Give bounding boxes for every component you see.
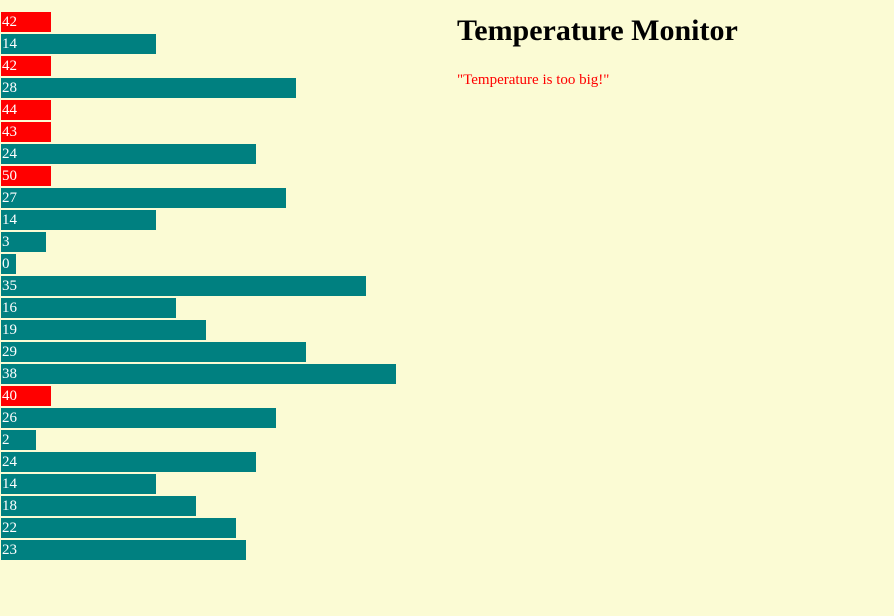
- bar-value-label: 14: [2, 476, 17, 492]
- temperature-warning: "Temperature is too big!": [457, 72, 610, 88]
- bar-19: 2: [1, 430, 36, 450]
- bar-value-label: 40: [2, 388, 17, 404]
- bar-value-label: 3: [2, 234, 10, 250]
- bar-0: 42: [1, 12, 51, 32]
- bar-24: 23: [1, 540, 246, 560]
- bar-value-label: 18: [2, 498, 17, 514]
- bar-value-label: 14: [2, 212, 17, 228]
- bar-value-label: 38: [2, 366, 17, 382]
- bar-value-label: 16: [2, 300, 17, 316]
- bar-11: 0: [1, 254, 16, 274]
- bar-value-label: 2: [2, 432, 10, 448]
- bar-value-label: 35: [2, 278, 17, 294]
- bar-15: 29: [1, 342, 306, 362]
- bar-17: 40: [1, 386, 51, 406]
- bar-value-label: 24: [2, 146, 17, 162]
- bar-6: 24: [1, 144, 256, 164]
- bar-value-label: 22: [2, 520, 17, 536]
- bar-value-label: 27: [2, 190, 17, 206]
- bar-value-label: 23: [2, 542, 17, 558]
- bar-7: 50: [1, 166, 51, 186]
- bar-value-label: 43: [2, 124, 17, 140]
- bar-18: 26: [1, 408, 276, 428]
- bar-value-label: 19: [2, 322, 17, 338]
- bar-3: 28: [1, 78, 296, 98]
- bar-value-label: 0: [2, 256, 10, 272]
- bar-value-label: 50: [2, 168, 17, 184]
- bar-22: 18: [1, 496, 196, 516]
- bar-value-label: 42: [2, 58, 17, 74]
- bar-1: 14: [1, 34, 156, 54]
- bar-12: 35: [1, 276, 366, 296]
- bar-value-label: 28: [2, 80, 17, 96]
- monitor-panel: Temperature Monitor "Temperature is too …: [457, 0, 877, 200]
- page-title: Temperature Monitor: [457, 14, 738, 47]
- bar-10: 3: [1, 232, 46, 252]
- bar-value-label: 42: [2, 14, 17, 30]
- bar-9: 14: [1, 210, 156, 230]
- bar-20: 24: [1, 452, 256, 472]
- bar-value-label: 26: [2, 410, 17, 426]
- temperature-bar-chart: 42 14 42 28 44 43 24 50 27 14 3 0 35 16 19 29 38 40 26 2 24 1…: [1, 12, 396, 560]
- bar-value-label: 29: [2, 344, 17, 360]
- bar-value-label: 14: [2, 36, 17, 52]
- bar-value-label: 24: [2, 454, 17, 470]
- bar-8: 27: [1, 188, 286, 208]
- bar-16: 38: [1, 364, 396, 384]
- bar-13: 16: [1, 298, 176, 318]
- bar-23: 22: [1, 518, 236, 538]
- bar-2: 42: [1, 56, 51, 76]
- bar-4: 44: [1, 100, 51, 120]
- bar-21: 14: [1, 474, 156, 494]
- bar-14: 19: [1, 320, 206, 340]
- bar-5: 43: [1, 122, 51, 142]
- bar-value-label: 44: [2, 102, 17, 118]
